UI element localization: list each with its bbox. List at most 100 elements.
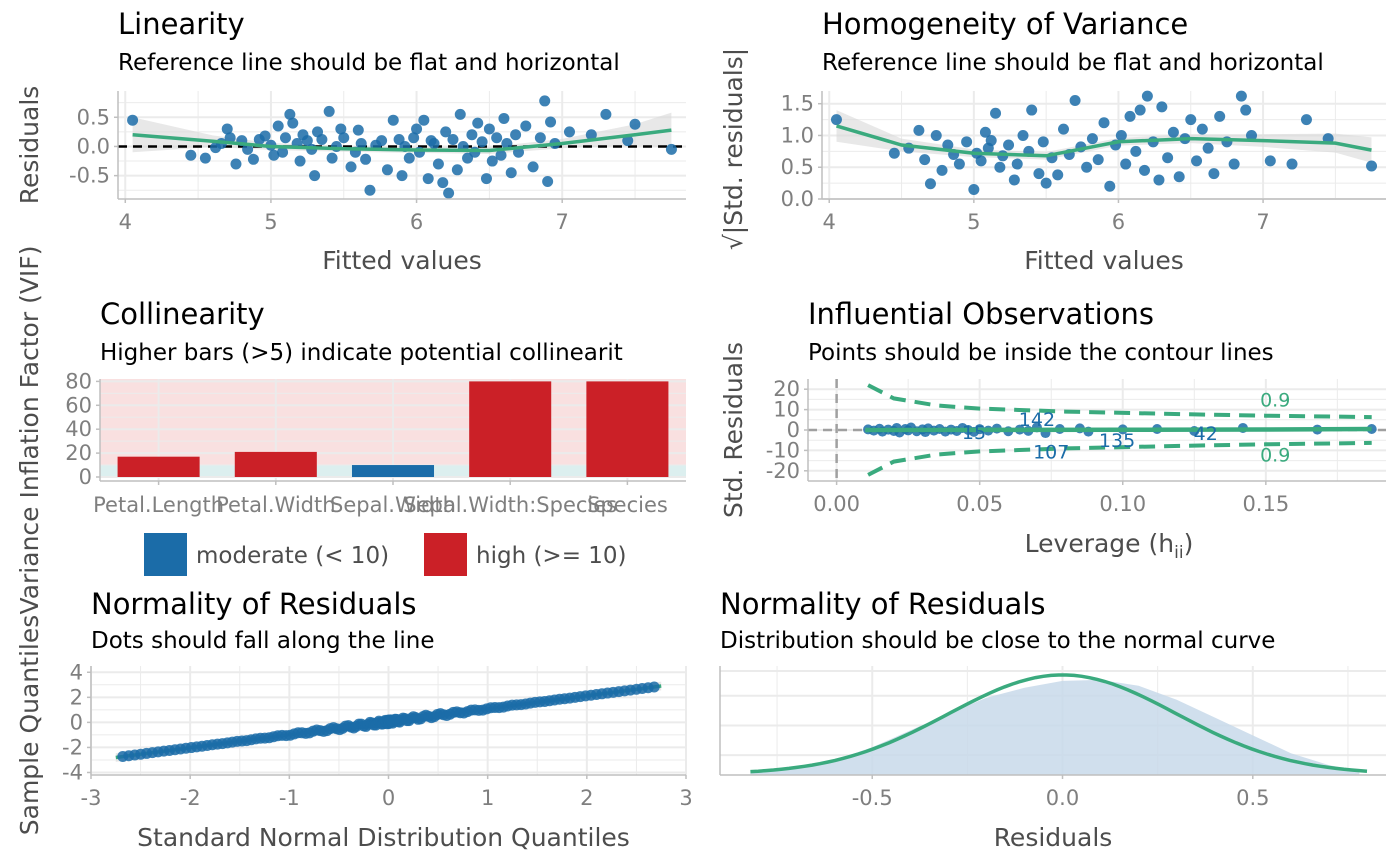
residual-point	[622, 135, 634, 147]
residual-point	[364, 184, 376, 196]
y-tick-label: 0.5	[781, 155, 814, 179]
residual-point	[1141, 90, 1153, 102]
collinearity-panel: Collinearity Higher bars (>5) indicate po…	[15, 246, 686, 614]
residual-point	[520, 120, 532, 132]
normal-curve	[750, 673, 1368, 774]
x-tick-label: Species	[587, 493, 668, 517]
residual-point	[527, 161, 539, 173]
residual-point	[411, 123, 423, 135]
legend: moderate (< 10) high (>= 10)	[144, 533, 627, 576]
cook-contour-lower	[867, 440, 1372, 477]
residual-point	[979, 126, 991, 138]
y-tick-label: 0.5	[77, 105, 110, 129]
linearity-panel: Linearity Reference line should be flat a…	[15, 7, 686, 275]
residual-point	[942, 139, 954, 151]
cook-contour-upper	[867, 383, 1372, 420]
residual-point	[495, 149, 507, 161]
x-tick-label: 0.10	[1099, 492, 1146, 516]
x-tick-label: Sepal.Width:Species	[403, 493, 617, 517]
y-tick-label: 20	[65, 441, 92, 465]
residual-point	[1058, 123, 1070, 135]
residual-point	[454, 108, 466, 120]
panel-title: Normality of Residuals	[720, 587, 1046, 621]
residual-point	[1240, 104, 1252, 116]
residual-point	[335, 123, 347, 135]
residual-point	[1286, 158, 1298, 170]
x-tick-label: 7	[1256, 210, 1269, 234]
qq-point	[648, 681, 660, 693]
residual-point	[1098, 117, 1110, 129]
residual-point	[432, 158, 444, 170]
point-label: 135	[1099, 430, 1135, 452]
residual-point	[936, 164, 948, 176]
residual-point	[294, 155, 306, 167]
residual-point	[443, 187, 455, 199]
residual-point	[376, 135, 388, 147]
legend-key-high	[424, 533, 467, 576]
x-tick-label: 4	[823, 210, 836, 234]
residual-point	[994, 161, 1006, 173]
residual-point	[953, 158, 965, 170]
y-tick-label: 0	[787, 418, 800, 442]
residual-point	[534, 132, 546, 144]
residual-point	[486, 155, 498, 167]
x-axis-label: Fitted values	[322, 246, 482, 275]
panel-title: Homogeneity of Variance	[822, 7, 1188, 41]
residual-point	[1026, 104, 1038, 116]
residual-point	[1202, 142, 1214, 154]
residual-point	[1040, 177, 1052, 189]
x-tick-label: 0.0	[1046, 786, 1079, 810]
residual-point	[563, 126, 575, 138]
residual-point	[961, 136, 973, 148]
legend-label-moderate: moderate (< 10)	[196, 543, 389, 569]
residual-point	[185, 149, 197, 161]
residual-point	[1115, 129, 1127, 141]
y-tick-label: 4	[70, 660, 83, 684]
y-tick-label: 10	[773, 398, 800, 422]
y-tick-label: -2	[62, 735, 83, 759]
fit-curve	[836, 124, 1372, 158]
point-label: 107	[1033, 441, 1069, 463]
contour-label: 0.9	[1260, 444, 1290, 466]
x-tick-label: 0.00	[813, 492, 860, 516]
vif-bar	[351, 465, 435, 477]
residual-point	[1037, 136, 1049, 148]
residual-point	[483, 123, 495, 135]
panel-subtitle: Reference line should be flat and horizo…	[822, 50, 1324, 76]
residual-point	[1185, 114, 1197, 126]
y-tick-label: 0.0	[77, 134, 110, 158]
residual-point	[600, 108, 612, 120]
panel-subtitle: Distribution should be close to the norm…	[720, 628, 1275, 654]
residual-point	[1011, 158, 1023, 170]
x-tick-label: 4	[119, 210, 132, 234]
residual-point	[505, 167, 517, 179]
x-tick-label: 1	[481, 786, 494, 810]
density-panel: Normality of Residuals Distribution shoul…	[719, 587, 1386, 852]
residual-point	[345, 161, 357, 173]
residual-point	[387, 114, 399, 126]
residual-point	[287, 117, 299, 129]
legend-label-high: high (>= 10)	[476, 543, 627, 569]
point-label: 142	[1019, 409, 1055, 431]
residual-point	[888, 147, 900, 159]
fit-curve	[132, 128, 672, 153]
residual-point	[913, 124, 925, 136]
x-tick-label: 6	[410, 210, 423, 234]
residual-point	[1104, 180, 1116, 192]
x-axis-label: Residuals	[994, 823, 1113, 852]
point-label: 15	[962, 422, 986, 444]
y-tick-label: -20	[766, 459, 800, 483]
y-tick-label: 40	[65, 417, 92, 441]
residual-point	[1264, 155, 1276, 167]
influential-panel: Influential Observations Points should be…	[719, 297, 1386, 563]
residual-point	[259, 130, 271, 142]
vif-bar	[469, 381, 552, 477]
x-tick-label: 2	[580, 786, 593, 810]
vif-bar	[234, 451, 317, 477]
y-tick-label: 0.0	[781, 187, 814, 211]
residual-point	[930, 129, 942, 141]
residual-point	[1138, 164, 1150, 176]
residual-point	[326, 152, 338, 164]
y-axis-label: Sample Quantiles	[15, 615, 44, 835]
residual-point	[1017, 129, 1029, 141]
